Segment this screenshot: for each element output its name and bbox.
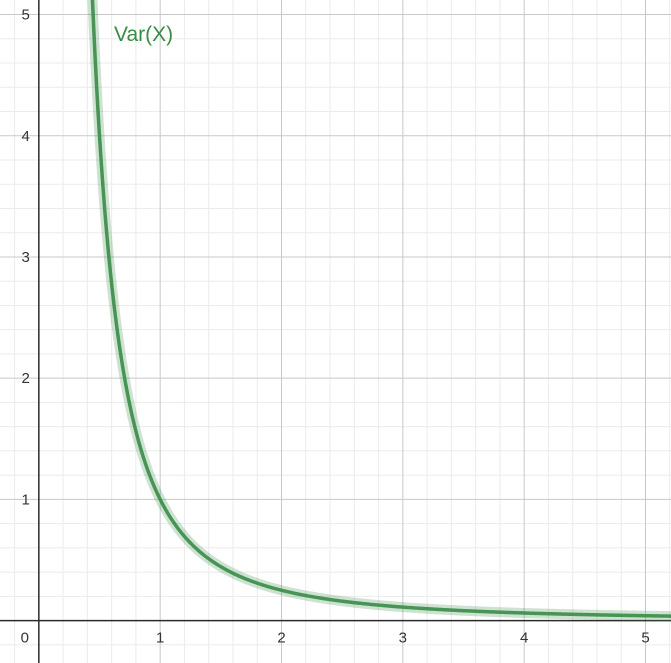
tick-labels: 0 1 2 3 4 5 1 2 3 4 5 (21, 7, 650, 647)
y-tick-label: 3 (21, 249, 29, 266)
x-tick-label: 4 (520, 630, 528, 647)
y-tick-label: 4 (21, 128, 29, 145)
x-tick-label: 2 (277, 630, 285, 647)
y-tick-label: 5 (21, 7, 29, 24)
x-tick-label: 3 (399, 630, 407, 647)
series-labels: Var(X) (114, 23, 173, 46)
x-tick-label: 1 (156, 630, 164, 647)
y-tick-label: 1 (21, 491, 29, 508)
x-tick-label: 0 (21, 630, 29, 647)
series-line[interactable] (90, 0, 671, 618)
series-label: Var(X) (114, 23, 173, 46)
y-tick-label: 2 (21, 370, 29, 387)
curves (87, 0, 671, 622)
x-tick-label: 5 (641, 630, 649, 647)
